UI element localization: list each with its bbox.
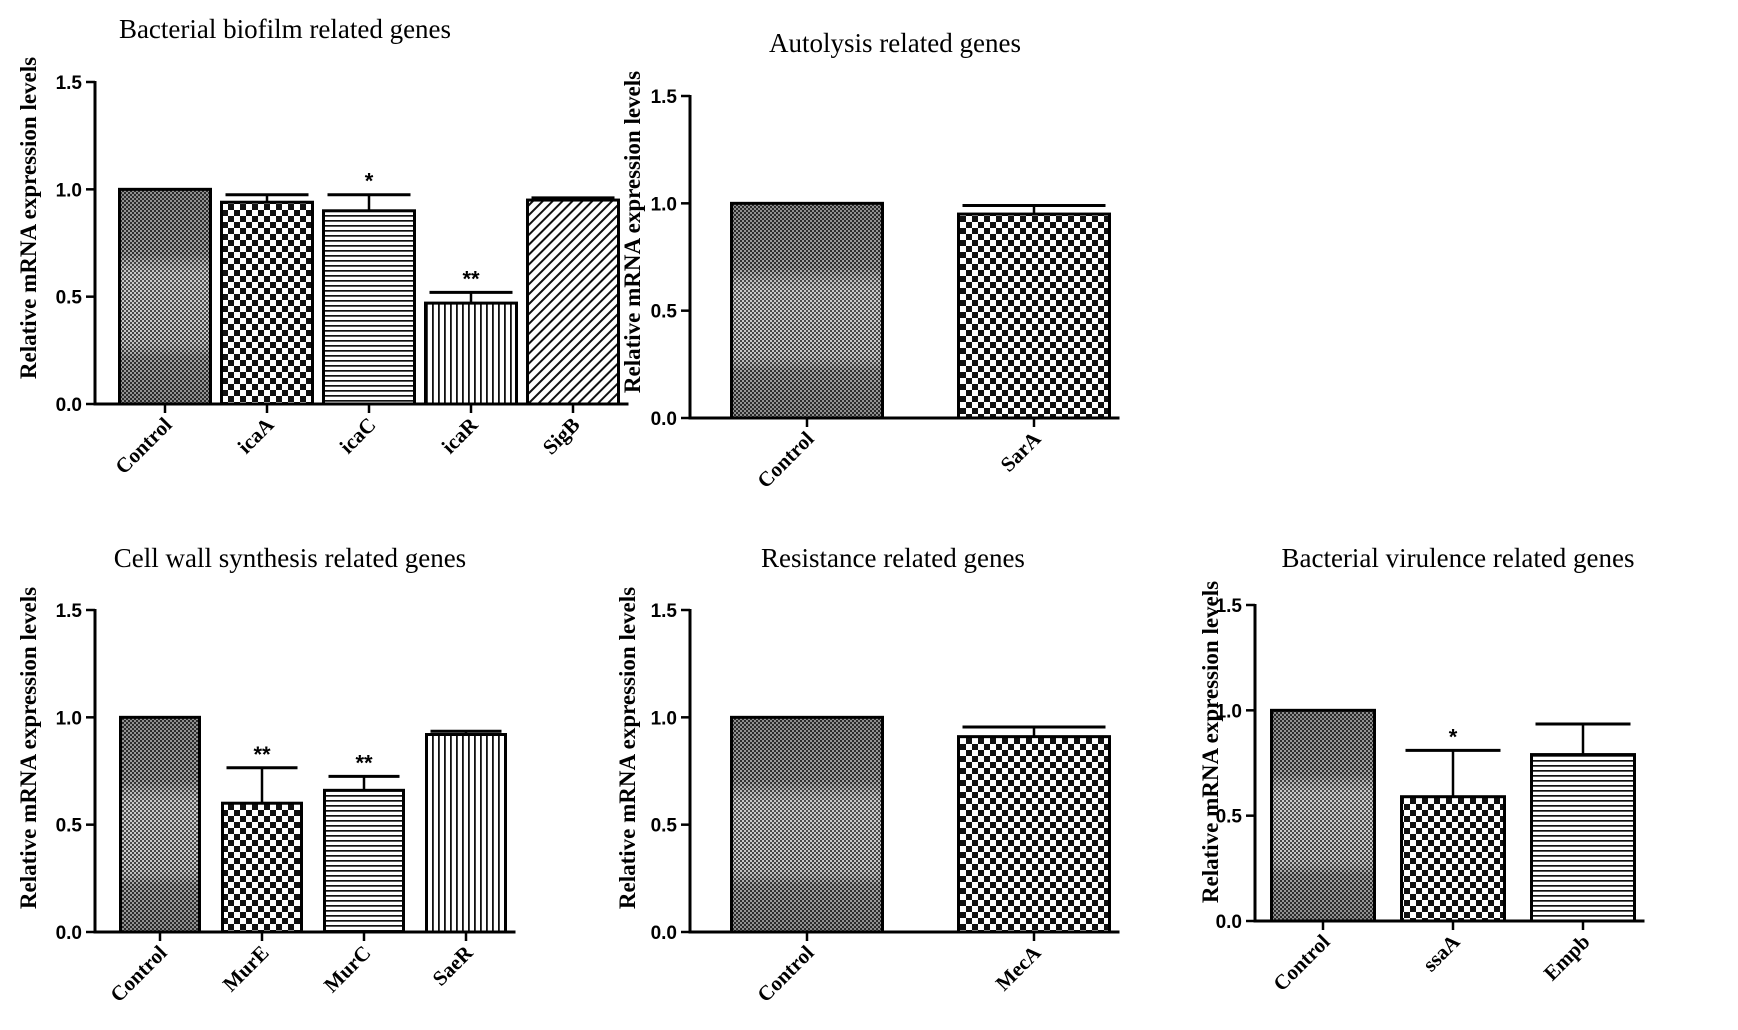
y-axis-label: Relative mRNA expression levels (620, 71, 645, 393)
chart-title: Autolysis related genes (769, 28, 1021, 58)
chart-panel-biofilm: Bacterial biofilm related genes Relative… (16, 14, 629, 479)
bar-fill (527, 200, 619, 404)
y-tick-label: 0.0 (56, 923, 82, 944)
significance-marker: ** (462, 266, 480, 291)
y-tick-label: 1.5 (56, 73, 83, 94)
x-tick-label: SigB (538, 413, 585, 460)
significance-marker: * (365, 169, 374, 194)
bar-shade (731, 203, 883, 418)
y-tick-label: 1.5 (651, 601, 678, 622)
bar-icaa (220, 193, 314, 406)
x-tick-label: MurC (319, 941, 376, 998)
y-tick-label: 0.0 (1216, 912, 1242, 933)
bar-icac: * (322, 169, 416, 406)
x-tick-label: Empb (1539, 930, 1595, 986)
y-tick-label: 0.5 (651, 816, 678, 837)
bar-fill (1531, 754, 1635, 921)
chart-title: Bacterial virulence related genes (1281, 543, 1634, 573)
bar-fill (323, 210, 415, 404)
y-tick-label: 0.0 (651, 923, 677, 944)
y-tick-label: 0.0 (56, 395, 82, 416)
bar-control (119, 715, 201, 934)
bar-shade (731, 717, 883, 932)
y-tick-label: 1.5 (651, 87, 678, 108)
bar-fill (425, 303, 517, 404)
y-tick-label: 1.0 (56, 180, 82, 201)
x-tick-label: Control (752, 426, 818, 492)
bar-fill (1401, 796, 1505, 921)
x-tick-label: SaeR (428, 940, 479, 991)
plot-area: 0.0 0.5 1.0 1.5 Control icaA * icaC ** icaR SigB (56, 73, 629, 479)
bar-control (730, 715, 884, 934)
chart-panel-autolysis: Autolysis related genes Relative mRNA ex… (620, 28, 1120, 493)
significance-marker: * (1449, 724, 1458, 749)
plot-area: 0.0 0.5 1.0 1.5 Control ** MurE ** MurC SaeR (56, 601, 516, 1007)
bar-ssaa: * (1400, 724, 1506, 923)
bar-murc: ** (323, 750, 405, 934)
x-tick-label: icaR (437, 412, 483, 458)
y-axis-label: Relative mRNA expression levels (615, 587, 640, 909)
chart-title: Cell wall synthesis related genes (114, 543, 466, 573)
chart-panel-resistance: Resistance related genes Relative mRNA e… (615, 543, 1120, 1007)
x-tick-label: Control (105, 940, 171, 1006)
plot-area: 0.0 0.5 1.0 1.5 Control MecA (651, 601, 1120, 1007)
y-tick-label: 1.0 (651, 194, 677, 215)
chart-title: Bacterial biofilm related genes (119, 14, 451, 44)
significance-marker: ** (253, 742, 271, 767)
y-tick-label: 0.5 (651, 302, 678, 323)
bar-sigb (526, 196, 620, 406)
bar-mure: ** (221, 742, 303, 934)
y-tick-label: 1.0 (56, 708, 82, 729)
bar-fill (958, 736, 1110, 932)
x-tick-label: MurE (218, 941, 274, 997)
x-tick-label: icaC (335, 413, 381, 459)
x-tick-label: ssaA (1418, 929, 1465, 976)
bar-saer (425, 729, 507, 934)
y-tick-label: 0.5 (56, 288, 83, 309)
x-tick-label: icaA (233, 412, 279, 458)
x-tick-label: Control (110, 412, 176, 478)
y-tick-label: 1.5 (1216, 596, 1243, 617)
x-tick-label: SarA (996, 426, 1047, 477)
plot-area: 0.0 0.5 1.0 1.5 Control SarA (651, 87, 1120, 493)
bar-fill (221, 202, 313, 404)
bar-fill (426, 734, 506, 932)
bar-fill (222, 803, 302, 932)
x-tick-label: MecA (991, 940, 1046, 995)
bar-shade (1271, 710, 1375, 921)
significance-marker: ** (355, 750, 373, 775)
bar-meca (957, 725, 1111, 934)
y-tick-label: 0.5 (1216, 807, 1243, 828)
y-axis-label: Relative mRNA expression levels (16, 57, 41, 379)
y-tick-label: 1.0 (651, 708, 677, 729)
bar-fill (324, 790, 404, 932)
bar-sara (957, 203, 1111, 420)
bar-shade (119, 189, 211, 404)
x-tick-label: Control (752, 940, 818, 1006)
y-tick-label: 0.0 (651, 409, 677, 430)
bar-control (730, 201, 884, 420)
bar-icar: ** (424, 266, 518, 406)
chart-title: Resistance related genes (761, 543, 1025, 573)
y-tick-label: 1.5 (56, 601, 83, 622)
bar-control (118, 187, 212, 406)
plot-area: 0.0 0.5 1.0 1.5 Control * ssaA Empb (1216, 596, 1645, 996)
chart-panel-cell-wall: Cell wall synthesis related genes Relati… (16, 543, 516, 1007)
y-tick-label: 1.0 (1216, 701, 1242, 722)
bar-empb (1530, 722, 1636, 923)
chart-panel-virulence: Bacterial virulence related genes Relati… (1198, 543, 1645, 996)
bar-shade (120, 717, 200, 932)
x-tick-label: Control (1268, 929, 1334, 995)
y-tick-label: 0.5 (56, 816, 83, 837)
bar-control (1270, 708, 1376, 923)
bar-fill (958, 214, 1110, 418)
y-axis-label: Relative mRNA expression levels (1198, 581, 1223, 903)
y-axis-label: Relative mRNA expression levels (16, 587, 41, 909)
